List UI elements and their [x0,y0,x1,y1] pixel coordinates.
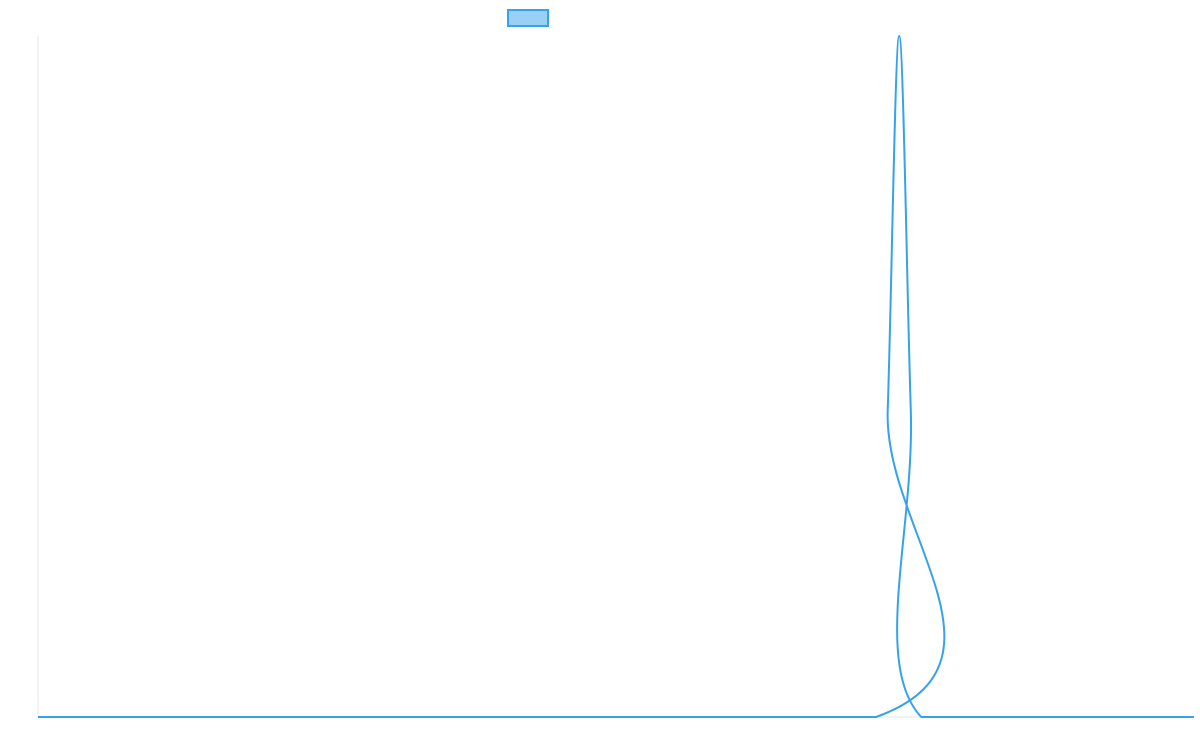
legend-swatch[interactable] [507,9,549,27]
axes [37,36,1194,718]
plot-area [37,35,1194,719]
series-line-0[interactable] [37,35,1194,719]
legend[interactable] [507,9,549,27]
